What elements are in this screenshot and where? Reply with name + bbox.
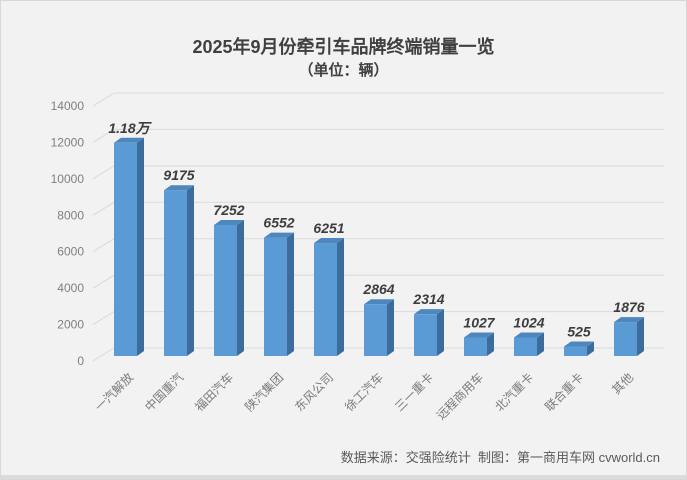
bar-side-face (237, 219, 244, 356)
bar-top-face (414, 309, 444, 315)
y-axis-tick-label: 6000 (57, 245, 84, 259)
bar-top-face (214, 219, 244, 225)
y-axis-tick-label: 12000 (51, 135, 85, 149)
x-axis-category-label: 福田汽车 (192, 370, 237, 415)
y-axis-tick-label: 14000 (51, 99, 85, 113)
chart-source-credit: 数据来源：交强险统计 制图：第一商用车网 cvworld.cn (340, 450, 660, 465)
y-axis-tick-label: 10000 (51, 172, 85, 186)
bar-value-label: 2314 (412, 291, 444, 307)
bar-top-face (514, 332, 544, 338)
bar-side-face (187, 185, 194, 356)
x-axis-category-label: 北汽重卡 (492, 370, 537, 415)
bar-value-label: 9175 (163, 167, 194, 183)
bar-side-face (387, 299, 394, 356)
bar-top-face (614, 317, 644, 323)
y-axis-tick-label: 0 (77, 354, 84, 368)
bar-中国重汽 (164, 190, 187, 356)
bar-value-label: 1027 (463, 314, 495, 330)
bar-side-face (637, 317, 644, 356)
gridline (92, 92, 664, 107)
bar-其他 (614, 322, 637, 356)
y-axis-tick-label: 8000 (57, 208, 84, 222)
bar-side-face (287, 232, 294, 356)
bar-top-face (314, 238, 344, 244)
bar-徐工汽车 (364, 304, 387, 356)
bar-side-face (587, 341, 594, 356)
bar-side-face (437, 309, 444, 356)
bottom-strip (1, 475, 686, 479)
bar-top-face (264, 232, 294, 238)
bar-value-label: 6552 (263, 215, 294, 231)
y-axis-tick-label: 2000 (57, 318, 84, 332)
x-axis-category-label: 联合重卡 (542, 370, 587, 415)
x-axis-category-label: 远程商用车 (433, 370, 486, 423)
bar-远程商用车 (464, 337, 487, 356)
x-axis-category-label: 中国重汽 (142, 370, 187, 415)
bar-三一重卡 (414, 314, 437, 356)
bar-side-face (487, 332, 494, 356)
bar-value-label: 6251 (313, 220, 344, 236)
chart-title: 2025年9月份牵引车品牌终端销量一览 (192, 37, 495, 57)
bar-value-label: 525 (567, 324, 591, 340)
bar-value-label: 7252 (213, 202, 244, 218)
x-axis-category-label: 一汽解放 (92, 370, 137, 415)
bar-value-label: 1876 (613, 299, 644, 315)
bar-top-face (164, 185, 194, 191)
bar-side-face (337, 238, 344, 356)
x-axis-category-label: 其他 (609, 370, 636, 397)
bar-value-label: 1024 (513, 314, 544, 330)
bar-福田汽车 (214, 224, 237, 356)
bar-top-face (564, 341, 594, 347)
bar-联合重卡 (564, 346, 587, 356)
gridline (92, 128, 664, 143)
x-axis-category-label: 徐工汽车 (342, 370, 387, 415)
chart-subtitle: （单位：辆） (298, 62, 389, 79)
bar-side-face (137, 137, 144, 356)
bar-value-label: 1.18万 (108, 120, 152, 136)
bar-北汽重卡 (514, 337, 537, 356)
x-axis-category-label: 三一重卡 (392, 370, 436, 414)
bar-一汽解放 (114, 142, 137, 356)
x-axis-category-label: 陕汽集团 (242, 370, 287, 415)
y-axis-tick-label: 4000 (57, 281, 84, 295)
bar-value-label: 2864 (362, 281, 394, 297)
x-axis-category-label: 东风公司 (292, 370, 336, 414)
bar-top-face (364, 299, 394, 305)
bar-东风公司 (314, 243, 337, 356)
bar-top-face (464, 332, 494, 338)
bar-top-face (114, 137, 144, 143)
bar-陕汽集团 (264, 237, 287, 356)
bar-side-face (537, 332, 544, 356)
